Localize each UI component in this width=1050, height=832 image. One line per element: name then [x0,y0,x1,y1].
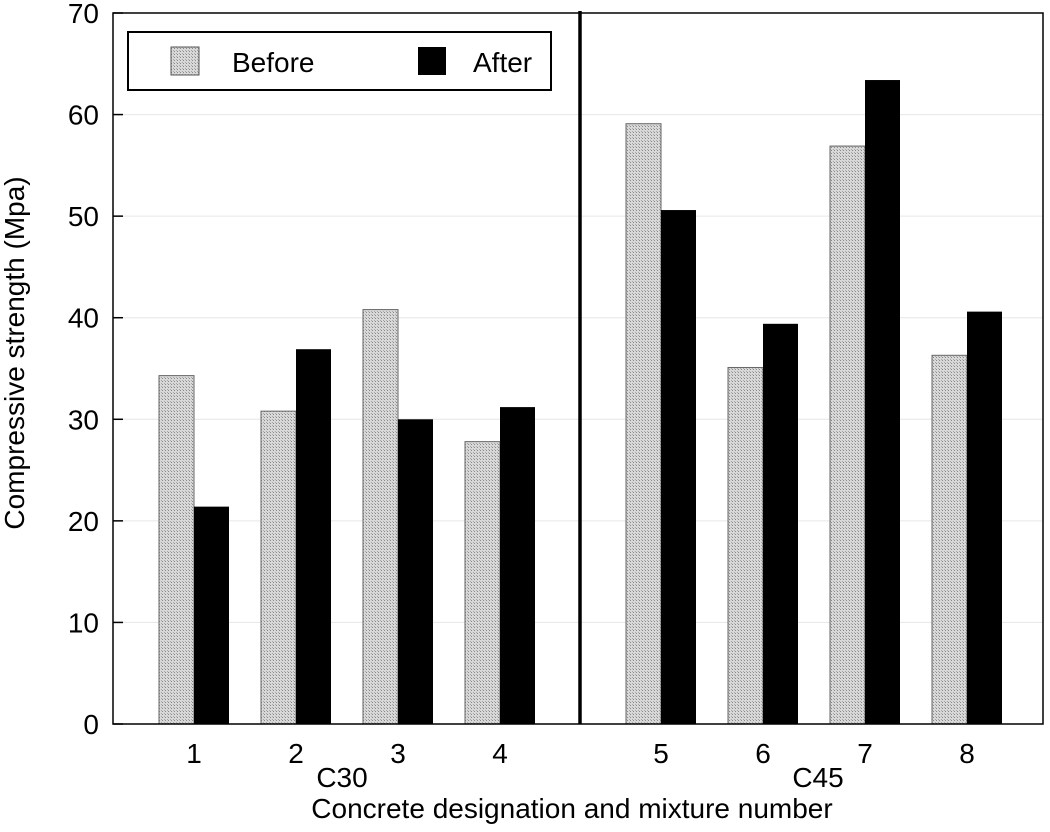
legend-label-after: After [473,47,532,78]
bar-after-7 [865,80,900,725]
grid-lines [113,114,1043,623]
y-tick-label: 20 [68,506,99,537]
axes: 0 10 20 30 40 50 60 70 1 2 3 4 5 6 7 8 C30 C45 [68,0,1044,793]
labels: Compressive strength (Mpa) Concrete desi… [0,176,833,824]
x-axis-title: Concrete designation and mixture number [311,793,832,824]
x-tick-label: 3 [390,738,406,769]
legend-swatch-after [418,47,446,75]
bar-before-4 [464,441,501,725]
x-tick-label: 6 [755,738,771,769]
y-tick-label: 30 [68,404,99,435]
y-tick-label: 50 [68,201,99,232]
group-label-c30: C30 [316,762,367,793]
y-tick-label: 60 [68,100,99,131]
legend: Before After [127,31,552,91]
x-tick-label: 2 [288,738,304,769]
bar-before-6 [727,366,764,725]
y-tick-label: 40 [68,303,99,334]
bar-before-8 [931,354,968,725]
x-tick-label: 7 [857,738,873,769]
y-axis-title: Compressive strength (Mpa) [0,176,30,529]
bar-after-1 [194,506,229,724]
bar-after-8 [967,311,1002,724]
bars [158,80,1002,725]
bar-before-3 [362,309,399,725]
y-tick-label: 70 [68,0,99,29]
bar-before-1 [158,375,195,725]
bar-after-2 [296,349,331,724]
legend-swatch-before [170,46,200,76]
y-tick-label: 0 [83,709,99,740]
bar-after-6 [763,323,798,724]
x-tick-label: 1 [186,738,202,769]
x-tick-label: 8 [959,738,975,769]
group-label-c45: C45 [792,762,843,793]
bar-before-7 [829,145,866,725]
y-tick-label: 10 [68,607,99,638]
bar-before-5 [625,123,662,725]
bar-after-4 [500,407,535,724]
bar-after-3 [398,419,433,724]
x-tick-label: 5 [653,738,669,769]
bar-before-2 [260,410,297,725]
plot-frame [112,12,1044,725]
bar-after-5 [661,210,696,724]
x-tick-label: 4 [492,738,508,769]
legend-label-before: Before [232,47,315,78]
